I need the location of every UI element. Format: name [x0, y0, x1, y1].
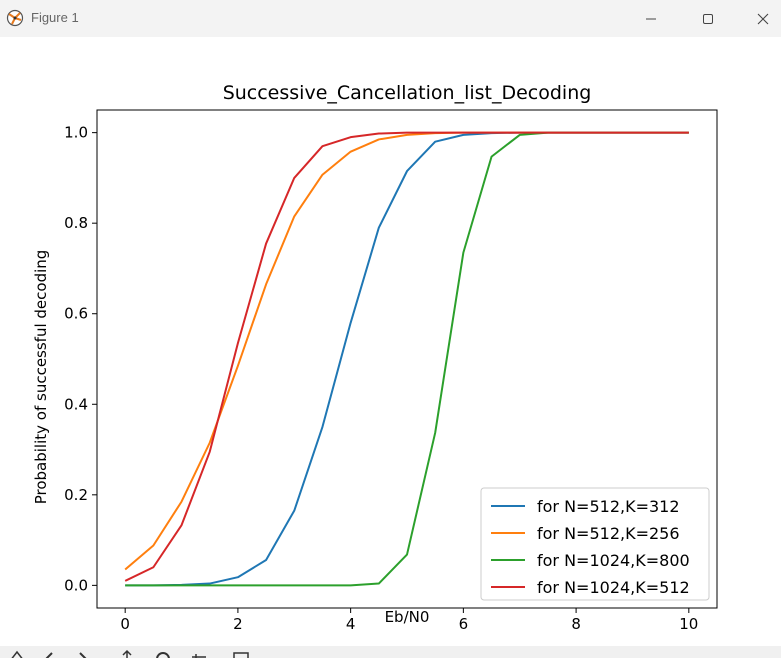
- y-tick-label: 0.0: [64, 576, 88, 594]
- y-tick-label: 0.8: [64, 214, 88, 232]
- x-axis-label: Eb/N0: [385, 608, 430, 626]
- close-icon: [757, 13, 769, 24]
- minimize-button[interactable]: [628, 0, 674, 37]
- legend-label-2: for N=1024,K=800: [537, 551, 690, 570]
- chart-title: Successive_Cancellation_list_Decoding: [223, 82, 592, 104]
- pan-icon[interactable]: [118, 649, 136, 658]
- series-line-3: [124, 131, 689, 582]
- y-tick-label: 0.2: [64, 486, 88, 504]
- configure-icon[interactable]: [190, 649, 208, 658]
- y-tick-label: 0.4: [64, 395, 88, 413]
- x-tick-label: 4: [346, 615, 356, 633]
- x-tick-label: 2: [233, 615, 243, 633]
- legend-label-0: for N=512,K=312: [537, 497, 680, 516]
- matplotlib-app-icon: [6, 9, 24, 27]
- y-tick-label: 1.0: [64, 124, 88, 142]
- legend-frame: [480, 487, 710, 601]
- maximize-icon: [703, 13, 713, 24]
- x-tick-label: 6: [459, 615, 469, 633]
- zoom-icon[interactable]: [154, 649, 172, 658]
- back-icon[interactable]: [40, 649, 58, 658]
- y-axis-label: Probability of successful decoding: [32, 250, 50, 505]
- legend-label-1: for N=512,K=256: [537, 524, 680, 543]
- x-tick-label: 0: [120, 615, 130, 633]
- window-title: Figure 1: [31, 10, 79, 25]
- x-tick-label: 8: [571, 615, 581, 633]
- window-titlebar: Figure 1: [0, 0, 781, 37]
- navigation-toolbar: [0, 646, 781, 658]
- legend-label-3: for N=1024,K=512: [537, 578, 690, 597]
- line-chart: Successive_Cancellation_list_Decoding 0 2…: [32, 82, 718, 633]
- home-icon[interactable]: [8, 649, 26, 658]
- legend: for N=512,K=312 for N=512,K=256 for N=1024…: [480, 487, 710, 601]
- plot-area-frame: [96, 109, 718, 609]
- minimize-icon: [646, 18, 656, 19]
- figure-canvas: Successive_Cancellation_list_Decoding 0 2…: [0, 37, 781, 649]
- maximize-button[interactable]: [685, 0, 731, 37]
- y-tick-label: 0.6: [64, 305, 88, 323]
- forward-icon[interactable]: [76, 649, 94, 658]
- close-button[interactable]: [740, 0, 781, 37]
- save-icon[interactable]: [232, 649, 250, 658]
- x-tick-label: 10: [679, 615, 698, 633]
